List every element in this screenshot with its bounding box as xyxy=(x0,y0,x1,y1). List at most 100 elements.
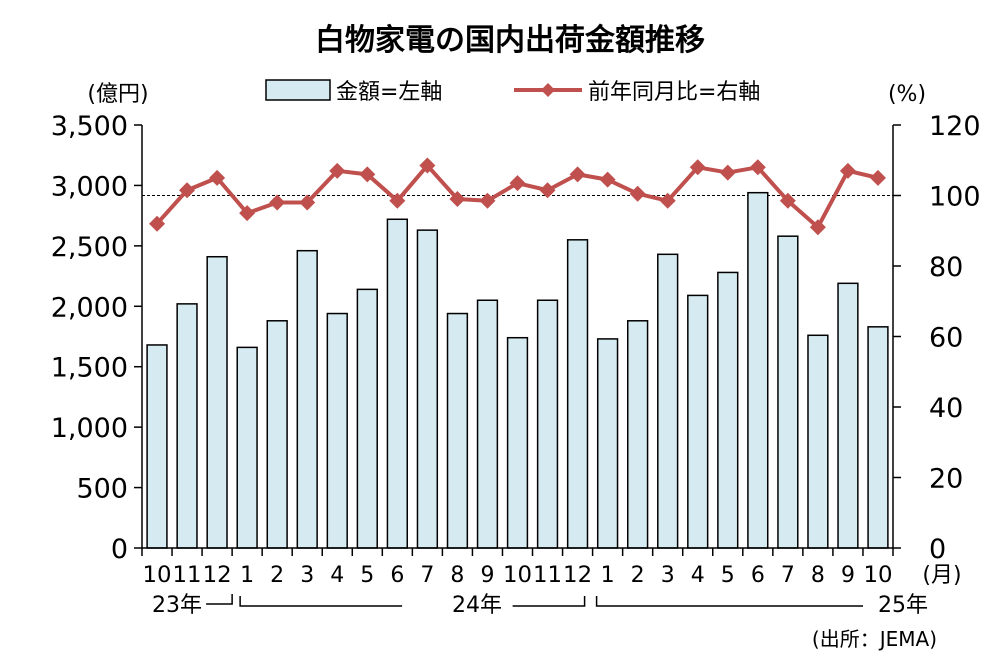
left-tick-label-2: 1,000 xyxy=(51,413,128,444)
left-tick-label-4: 2,000 xyxy=(51,292,128,323)
x-category-label-6: 4 xyxy=(330,563,344,588)
right-tick-label-1: 20 xyxy=(929,464,963,495)
x-category-label-4: 2 xyxy=(270,563,284,588)
year-bracket-24-right xyxy=(512,596,586,607)
bar-3 xyxy=(236,346,258,549)
bar-8 xyxy=(386,218,409,549)
bar-12 xyxy=(506,336,529,549)
yoy-marker-22 xyxy=(809,219,826,236)
yoy-marker-2 xyxy=(209,169,226,186)
yoy-marker-5 xyxy=(299,194,316,211)
yoy-marker-19 xyxy=(719,164,736,181)
yoy-marker-0 xyxy=(149,215,166,232)
year-label-25: 25年 xyxy=(878,593,928,618)
x-category-label-2: 12 xyxy=(203,563,232,588)
x-category-label-18: 4 xyxy=(691,563,705,588)
yoy-marker-16 xyxy=(629,185,646,202)
bar-10 xyxy=(446,312,469,549)
bar-23 xyxy=(837,282,859,549)
x-category-label-15: 1 xyxy=(601,563,615,588)
yoy-marker-1 xyxy=(179,182,196,199)
left-tick-label-3: 1,500 xyxy=(51,353,128,384)
left-tick-label-5: 2,500 xyxy=(51,232,128,263)
left-tick-label-6: 3,000 xyxy=(51,171,128,202)
year-label-23: 23年 xyxy=(152,593,202,618)
left-tick-label-7: 3,500 xyxy=(51,111,128,142)
bar-16 xyxy=(626,320,649,549)
x-category-label-17: 3 xyxy=(661,563,675,588)
x-category-label-20: 6 xyxy=(751,563,765,588)
yoy-marker-15 xyxy=(599,171,616,188)
yoy-marker-7 xyxy=(359,166,376,183)
bar-14 xyxy=(566,239,589,549)
source-note: (出所：JEMA) xyxy=(812,627,937,651)
chart-title: 白物家電の国内出荷金額推移 xyxy=(315,23,705,58)
bar-20 xyxy=(747,191,769,549)
x-category-label-8: 6 xyxy=(390,563,404,588)
yoy-marker-9 xyxy=(419,157,436,174)
yoy-marker-12 xyxy=(509,175,526,192)
year-bracket-25 xyxy=(595,596,863,607)
x-category-label-19: 5 xyxy=(721,563,735,588)
x-category-label-7: 5 xyxy=(360,563,374,588)
yoy-marker-13 xyxy=(539,182,556,199)
left-tick-label-1: 500 xyxy=(76,474,128,505)
yoy-marker-17 xyxy=(659,192,676,209)
right-tick-label-0: 0 xyxy=(929,534,946,565)
x-category-label-9: 7 xyxy=(420,563,434,588)
bar-6 xyxy=(326,312,348,549)
yoy-marker-23 xyxy=(839,162,856,179)
yoy-marker-21 xyxy=(779,192,796,209)
year-bracket-24-left xyxy=(239,596,403,607)
x-category-label-13: 11 xyxy=(533,563,562,588)
right-tick-label-5: 100 xyxy=(929,182,981,213)
legend-line-marker xyxy=(541,83,555,97)
yoy-marker-18 xyxy=(689,159,706,176)
bar-21 xyxy=(777,235,799,549)
legend-bar-swatch xyxy=(265,79,331,101)
bar-11 xyxy=(476,299,499,549)
left-tick-label-0: 0 xyxy=(111,534,128,565)
x-category-label-24: 10 xyxy=(863,563,892,588)
right-tick-label-3: 60 xyxy=(929,323,963,354)
right-tick-label-6: 120 xyxy=(929,111,981,142)
x-category-label-22: 8 xyxy=(811,563,825,588)
bar-7 xyxy=(356,288,378,549)
bar-22 xyxy=(807,334,829,549)
yoy-marker-6 xyxy=(329,162,346,179)
bar-13 xyxy=(536,299,559,549)
x-category-label-12: 10 xyxy=(503,563,532,588)
x-axis-unit: (月) xyxy=(922,563,961,588)
right-axis-unit: (%) xyxy=(888,82,926,107)
bar-9 xyxy=(416,229,439,549)
x-category-label-21: 7 xyxy=(781,563,795,588)
bar-2 xyxy=(206,255,228,549)
yoy-line xyxy=(155,163,879,230)
bar-15 xyxy=(596,338,619,549)
right-tick-label-4: 80 xyxy=(929,252,963,283)
yoy-marker-11 xyxy=(479,192,496,209)
yoy-marker-4 xyxy=(269,194,286,211)
bar-5 xyxy=(296,249,318,549)
legend-bar-label: 金額=左軸 xyxy=(336,80,442,105)
yoy-marker-10 xyxy=(449,191,466,208)
bar-0 xyxy=(146,344,168,549)
x-category-label-16: 2 xyxy=(631,563,645,588)
x-category-label-10: 8 xyxy=(450,563,464,588)
yoy-marker-8 xyxy=(389,192,406,209)
bar-1 xyxy=(176,303,198,549)
bar-24 xyxy=(867,326,889,549)
bar-17 xyxy=(657,253,679,549)
legend: 金額=左軸 前年同月比=右軸 xyxy=(265,79,760,105)
plot-area: 0 500 1,000 1,500 2,000 2,500 3,000 3,500 0 20 40 6… xyxy=(51,111,981,618)
x-category-label-14: 12 xyxy=(563,563,592,588)
right-tick-label-2: 40 xyxy=(929,393,963,424)
yoy-marker-3 xyxy=(239,205,256,222)
x-category-label-0: 10 xyxy=(143,563,172,588)
yoy-marker-14 xyxy=(569,166,586,183)
yoy-marker-24 xyxy=(869,169,886,186)
year-bracket-23 xyxy=(206,594,233,605)
legend-line-label: 前年同月比=右軸 xyxy=(588,80,760,105)
bar-4 xyxy=(266,320,288,549)
